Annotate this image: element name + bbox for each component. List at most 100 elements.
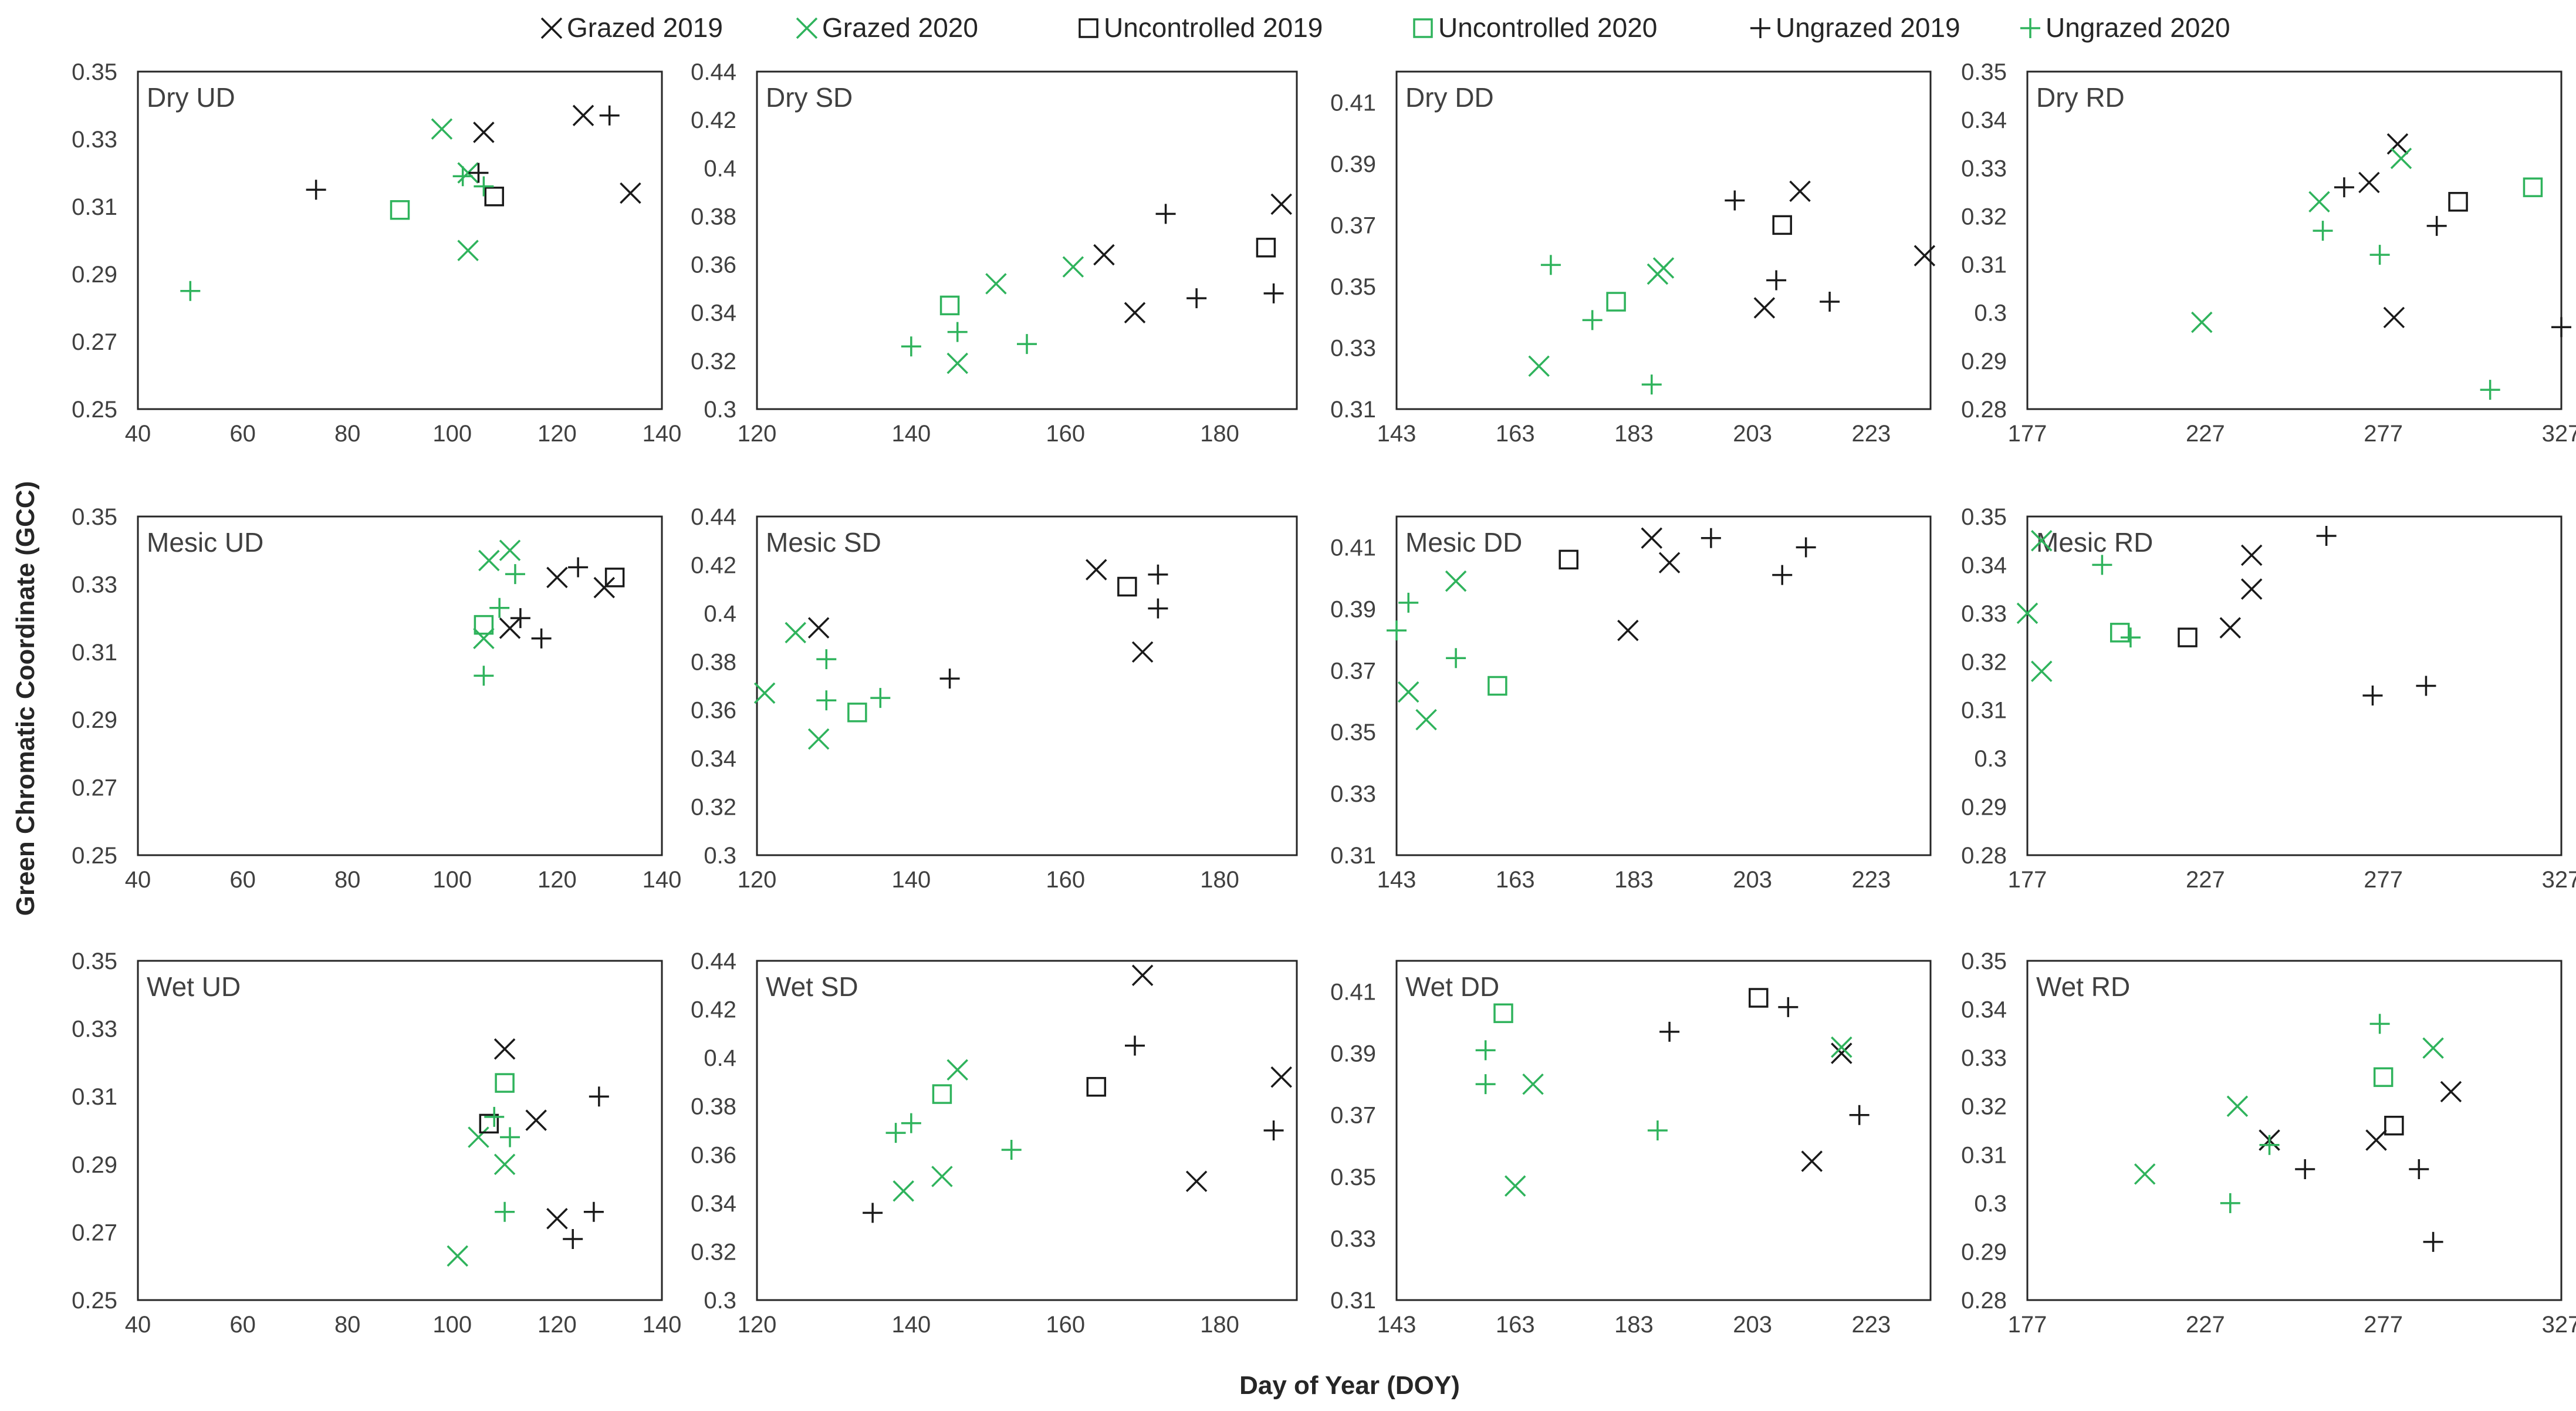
legend-item: Ungrazed 2020 [2020, 12, 2230, 43]
data-point [1641, 374, 1662, 395]
y-tick-label: 0.41 [1330, 90, 1376, 116]
panel-wet-ud: Wet UD 0.25 0.27 0.29 0.31 0.33 0.35 40 60 80 100 1… [72, 948, 681, 1338]
y-tick-label: 0.39 [1330, 1041, 1376, 1067]
x-tick-label: 277 [2364, 421, 2403, 447]
data-point [2422, 1037, 2444, 1059]
legend: Grazed 2019 Grazed 2020 Uncontrolled 2019 U… [540, 12, 2230, 43]
series-uncontrolled-2019 [1117, 576, 1137, 597]
data-point [510, 608, 530, 629]
data-point [2383, 306, 2405, 329]
series-uncontrolled-2020 [2523, 177, 2543, 197]
data-point [847, 703, 867, 723]
panel-wet-rd: Wet RD 0.28 0.29 0.3 0.31 0.32 0.33 0.34 0.35 177… [1961, 948, 2576, 1338]
series-grazed-2019 [2219, 544, 2263, 639]
x-tick-label: 223 [1852, 421, 1891, 447]
series-ungrazed-2019 [1659, 997, 1870, 1125]
x-tick-label: 60 [229, 421, 256, 447]
data-point [493, 1038, 516, 1060]
y-tick-label: 0.35 [72, 59, 117, 85]
y-tick-label: 0.37 [1330, 658, 1376, 684]
y-tick-label: 0.3 [704, 1288, 736, 1314]
data-point [2416, 676, 2436, 696]
data-point [1086, 1076, 1107, 1097]
plot-frame [137, 70, 663, 410]
x-tick-label: 277 [2364, 867, 2403, 893]
y-tick-label: 0.34 [1961, 997, 2007, 1023]
data-point [484, 187, 504, 207]
y-tick-label: 0.44 [691, 59, 736, 85]
data-point [1641, 527, 1663, 549]
data-point [2358, 171, 2380, 194]
y-tick-label: 0.33 [1330, 335, 1376, 361]
legend-item: Uncontrolled 2020 [1413, 12, 1657, 43]
data-point [431, 118, 453, 140]
series-ungrazed-2019 [563, 1086, 609, 1249]
data-point [2426, 215, 2447, 236]
series-ungrazed-2020 [901, 322, 1037, 357]
data-point [1528, 355, 1550, 377]
x-axis-label: Day of Year (DOY) [1239, 1371, 1460, 1400]
data-point [1124, 302, 1146, 323]
x-tick-label: 160 [1046, 421, 1085, 447]
data-point [1185, 1170, 1208, 1192]
series-grazed-2019 [493, 1038, 568, 1230]
data-point [2120, 627, 2141, 648]
y-tick-label: 0.28 [1961, 1288, 2007, 1314]
y-tick-label: 0.44 [691, 948, 736, 974]
legend-label: Ungrazed 2020 [2046, 12, 2230, 43]
data-point [604, 568, 625, 588]
series-ungrazed-2019 [1701, 528, 1816, 585]
data-point [1488, 676, 1507, 696]
y-tick-label: 0.29 [72, 707, 117, 733]
data-point [1125, 1035, 1145, 1056]
series-grazed-2019 [1093, 193, 1292, 323]
y-tick-label: 0.31 [1961, 252, 2007, 278]
y-tick-label: 0.36 [691, 698, 736, 724]
series-ungrazed-2020 [2313, 221, 2500, 400]
x-tick-label: 227 [2186, 421, 2225, 447]
y-axis-label: Green Chromatic Coordinate (GCC) [11, 481, 40, 916]
y-tick-label: 0.35 [1330, 1164, 1376, 1190]
y-tick-label: 0.33 [1961, 1045, 2007, 1071]
y-tick-label: 0.33 [1330, 781, 1376, 807]
legend-item: Uncontrolled 2019 [1079, 12, 1323, 43]
data-point [807, 617, 830, 639]
y-tick-label: 0.27 [72, 775, 117, 801]
series-ungrazed-2020 [2092, 555, 2141, 648]
data-point [495, 1201, 515, 1222]
data-point [2219, 617, 2242, 639]
x-tick-label: 177 [2008, 867, 2047, 893]
series-uncontrolled-2019 [1749, 988, 1769, 1008]
series-grazed-2020 [2134, 1037, 2444, 1185]
data-point [1446, 648, 1466, 669]
data-point [2523, 177, 2543, 197]
data-point [1001, 1140, 1022, 1160]
data-point [457, 239, 479, 261]
data-point [2373, 1067, 2394, 1087]
data-point [1831, 1036, 1852, 1058]
series-ungrazed-2020 [1475, 1040, 1668, 1140]
series-ungrazed-2019 [2295, 1159, 2443, 1252]
x-tick-label: 327 [2542, 421, 2576, 447]
series-grazed-2019 [2358, 133, 2409, 329]
panel-title: Dry SD [766, 82, 853, 113]
x-tick-label: 160 [1046, 1312, 1085, 1338]
data-point [474, 176, 494, 197]
series-grazed-2019 [1753, 180, 1936, 319]
data-point [478, 549, 500, 572]
x-tick-label: 183 [1614, 1312, 1654, 1338]
x-tick-label: 163 [1496, 867, 1535, 893]
data-point [946, 352, 968, 374]
legend-label: Uncontrolled 2019 [1104, 12, 1323, 43]
data-point [1387, 620, 1407, 641]
data-point [1725, 190, 1745, 211]
panel-dry-rd: Dry RD 0.28 0.29 0.3 0.31 0.32 0.33 0.34 0.35 177… [1961, 59, 2576, 447]
y-tick-label: 0.31 [1330, 397, 1376, 423]
data-point [495, 1073, 515, 1093]
series-grazed-2019 [1131, 964, 1292, 1192]
legend-marker-ungrazed-2019 [1750, 18, 1770, 38]
y-tick-label: 0.32 [691, 349, 736, 374]
legend-item: Grazed 2019 [540, 12, 723, 43]
data-point [1398, 592, 1419, 613]
data-point [2480, 380, 2500, 400]
